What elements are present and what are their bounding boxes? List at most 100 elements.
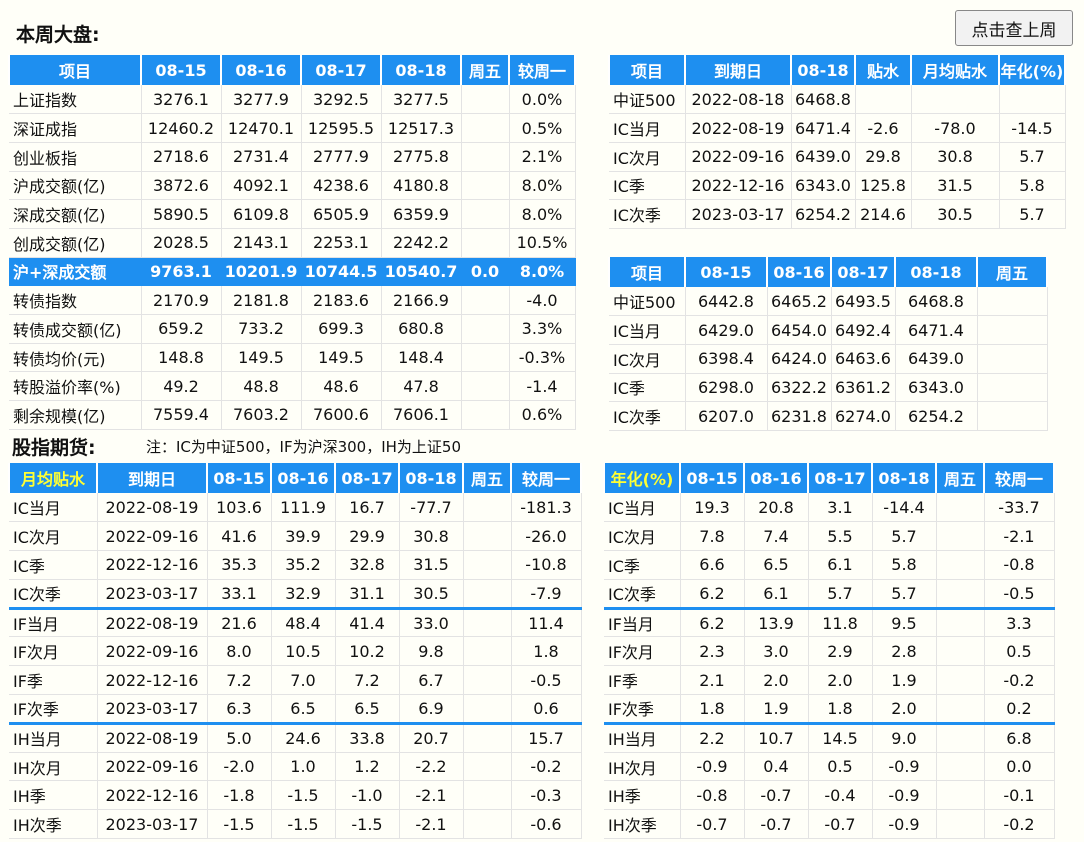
table-row: IC次月 6398.4 6424.0 6463.6 6439.0 bbox=[609, 344, 1048, 374]
table-cell bbox=[461, 113, 510, 143]
column-header: 08-16 bbox=[220, 55, 302, 85]
table-cell: 29.8 bbox=[855, 142, 912, 172]
prev-week-button[interactable]: 点击查上周 bbox=[955, 10, 1073, 46]
table-cell: 6359.9 bbox=[381, 199, 462, 229]
table-cell bbox=[936, 521, 985, 552]
table-cell: 148.4 bbox=[381, 343, 462, 373]
table-cell: 33.1 bbox=[207, 579, 272, 609]
row-label: IC次季 bbox=[604, 579, 681, 609]
table-cell: 2.0 bbox=[872, 694, 937, 724]
row-label: IC次季 bbox=[609, 199, 686, 229]
table-cell: -7.9 bbox=[511, 579, 582, 609]
table-row: 上证指数 3276.1 3277.9 3292.5 3277.5 0.0% bbox=[9, 85, 576, 115]
table-cell bbox=[977, 287, 1048, 317]
table-cell: 31.1 bbox=[335, 579, 400, 609]
column-header: 到期日 bbox=[96, 463, 208, 493]
table-cell: -0.5 bbox=[984, 579, 1055, 609]
table-cell bbox=[461, 228, 510, 258]
table-cell: -0.7 bbox=[744, 780, 809, 811]
table-cell: 30.8 bbox=[399, 521, 464, 552]
table-cell: -26.0 bbox=[511, 521, 582, 552]
table-cell bbox=[461, 142, 510, 172]
table-row: IF次月 2022-09-16 8.0 10.5 10.2 9.8 1.8 bbox=[9, 636, 582, 667]
table-cell: 2022-08-18 bbox=[685, 85, 792, 115]
table-cell: 7603.2 bbox=[221, 400, 302, 430]
table-cell: -181.3 bbox=[511, 493, 582, 523]
table-cell: -2.1 bbox=[984, 521, 1055, 552]
table-cell: 2718.6 bbox=[141, 142, 222, 172]
table-cell: 2775.8 bbox=[381, 142, 462, 172]
table-row: IC次季 6207.0 6231.8 6274.0 6254.2 bbox=[609, 401, 1048, 431]
table-cell: 3.3 bbox=[984, 606, 1055, 638]
table-cell: -0.3% bbox=[509, 343, 576, 373]
table-cell: 0.5% bbox=[509, 113, 576, 143]
table-cell: 4180.8 bbox=[381, 171, 462, 201]
table-cell: -1.5 bbox=[271, 780, 336, 811]
table-cell: 12460.2 bbox=[141, 113, 222, 143]
table-cell: 680.8 bbox=[381, 314, 462, 344]
table-cell: 6.1 bbox=[744, 579, 809, 609]
row-label: IC次季 bbox=[609, 401, 686, 431]
table-cell: 2023-03-17 bbox=[685, 199, 792, 229]
column-header: 项目 bbox=[8, 55, 142, 85]
table-cell: 9.5 bbox=[872, 606, 937, 638]
table-cell: -0.7 bbox=[808, 809, 873, 840]
table-cell: 3277.5 bbox=[381, 85, 462, 115]
table-cell: -2.6 bbox=[855, 113, 912, 143]
table-cell bbox=[936, 636, 985, 667]
table-cell: 33.8 bbox=[335, 721, 400, 753]
table-row: IC次月 2022-09-16 6439.0 29.8 30.8 5.7 bbox=[609, 142, 1066, 172]
table-cell: 3276.1 bbox=[141, 85, 222, 115]
table-cell: 35.2 bbox=[271, 550, 336, 580]
table-cell: 6274.0 bbox=[831, 401, 896, 431]
table-cell: 0.0% bbox=[509, 85, 576, 115]
table-cell: 5.5 bbox=[808, 521, 873, 552]
table-cell: 48.8 bbox=[221, 371, 302, 402]
table-cell: -2.1 bbox=[399, 809, 464, 840]
table-cell: 2.0 bbox=[808, 665, 873, 696]
table-cell: 49.2 bbox=[141, 371, 222, 402]
table-cell: 10540.7 bbox=[381, 257, 462, 287]
table-cell: 29.9 bbox=[335, 521, 400, 552]
column-header: 较周一 bbox=[983, 463, 1055, 493]
table-cell: 6442.8 bbox=[685, 287, 768, 317]
table-cell: -0.6 bbox=[511, 809, 582, 840]
table-row: 沪+深成交额 9763.1 10201.9 10744.5 10540.7 0.0 8.0% bbox=[9, 257, 576, 287]
table-cell bbox=[463, 665, 512, 696]
table-cell: 7.0 bbox=[271, 665, 336, 696]
table-cell: 4238.6 bbox=[301, 171, 382, 201]
row-label: IC次月 bbox=[9, 521, 98, 552]
table-cell: -0.9 bbox=[872, 780, 937, 811]
table-cell: 0.6 bbox=[511, 694, 582, 724]
table-cell: 0.5 bbox=[984, 636, 1055, 667]
table-cell: -4.0 bbox=[509, 285, 576, 315]
table-cell: 3.3% bbox=[509, 314, 576, 344]
table-cell: 3277.9 bbox=[221, 85, 302, 115]
table-cell bbox=[463, 493, 512, 523]
table-cell: 30.5 bbox=[911, 199, 1000, 229]
table-cell: 699.3 bbox=[301, 314, 382, 344]
table-cell: 6493.5 bbox=[831, 287, 896, 317]
table-cell: 3.0 bbox=[744, 636, 809, 667]
table-cell: 7.2 bbox=[207, 665, 272, 696]
column-header: 08-15 bbox=[140, 55, 222, 85]
table-cell: 2253.1 bbox=[301, 228, 382, 258]
table-cell: -77.7 bbox=[399, 493, 464, 523]
row-label: IF次季 bbox=[604, 694, 681, 724]
table-cell: -0.9 bbox=[872, 752, 937, 782]
table-cell: 5.8 bbox=[872, 550, 937, 580]
row-label: IC当月 bbox=[604, 493, 681, 523]
table-cell: 6109.8 bbox=[221, 199, 302, 229]
table-cell bbox=[936, 752, 985, 782]
column-header: 年化(%) bbox=[998, 55, 1066, 85]
table-cell: 2022-12-16 bbox=[97, 780, 208, 811]
table-row: IF当月 6.2 13.9 11.8 9.5 3.3 bbox=[604, 606, 1055, 638]
table-cell: 6298.0 bbox=[685, 373, 768, 403]
table-cell: 2170.9 bbox=[141, 285, 222, 315]
column-header: 项目 bbox=[608, 55, 686, 85]
table-row: IC次月 2022-09-16 41.6 39.9 29.9 30.8 -26.0 bbox=[9, 521, 582, 552]
table-cell: -2.1 bbox=[399, 780, 464, 811]
table-cell: -1.8 bbox=[207, 780, 272, 811]
row-label: IH次月 bbox=[604, 752, 681, 782]
table-cell: 5.8 bbox=[999, 171, 1066, 201]
